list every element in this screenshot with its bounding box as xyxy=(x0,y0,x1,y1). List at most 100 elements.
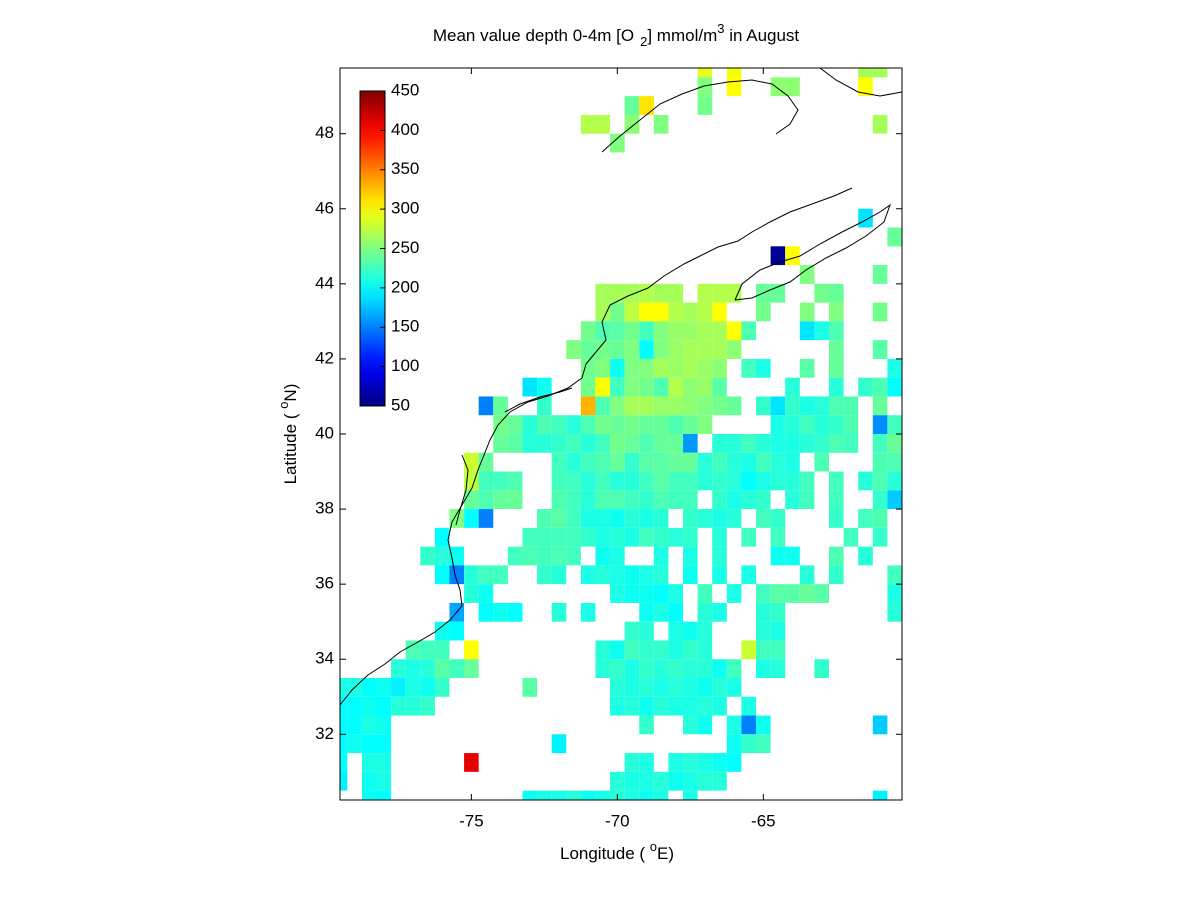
cell xyxy=(478,602,494,622)
cell xyxy=(420,678,435,697)
cell xyxy=(741,321,757,341)
title-part: in August xyxy=(724,26,799,45)
cell xyxy=(712,509,727,528)
cell xyxy=(712,771,727,791)
cell xyxy=(799,415,815,434)
cell xyxy=(799,396,815,416)
cell xyxy=(872,114,888,134)
cell xyxy=(712,602,727,622)
cell xyxy=(858,68,873,78)
cell xyxy=(478,565,494,585)
cell xyxy=(580,471,596,491)
cell xyxy=(741,471,757,491)
cell xyxy=(624,584,640,603)
cell xyxy=(361,753,377,772)
cell xyxy=(726,584,742,603)
cell xyxy=(712,565,727,585)
cell xyxy=(493,396,508,416)
cell xyxy=(756,509,771,528)
cell xyxy=(653,546,669,566)
cell xyxy=(595,452,611,472)
cell xyxy=(537,434,552,453)
cell xyxy=(595,340,611,359)
cell xyxy=(741,490,757,510)
cell xyxy=(741,715,757,735)
cell xyxy=(376,753,392,772)
cell xyxy=(829,434,844,453)
cell xyxy=(712,358,727,378)
cell xyxy=(712,452,727,472)
cell xyxy=(653,340,669,359)
cell xyxy=(580,415,596,434)
coast-st-lawrence xyxy=(601,79,799,153)
cell xyxy=(697,621,713,641)
cell xyxy=(697,715,713,735)
cell xyxy=(872,490,888,510)
cell xyxy=(624,753,640,772)
cell xyxy=(872,452,888,472)
cell xyxy=(537,527,552,547)
cell xyxy=(624,452,640,472)
cell xyxy=(726,396,742,416)
cell xyxy=(566,340,581,359)
cell xyxy=(537,509,552,528)
cell xyxy=(639,471,654,491)
cell xyxy=(697,377,713,397)
cell xyxy=(537,396,552,416)
cell xyxy=(595,358,611,378)
cell xyxy=(756,396,771,416)
cell xyxy=(624,565,640,585)
cell xyxy=(566,546,581,566)
ylabel-part: Latitude ( xyxy=(281,409,300,485)
cell xyxy=(668,602,684,622)
cell xyxy=(610,415,625,434)
cell xyxy=(770,246,786,266)
colorbar-tick-label: 150 xyxy=(391,317,419,336)
cell xyxy=(683,621,698,641)
cell xyxy=(624,340,640,359)
cell xyxy=(624,509,640,528)
cell xyxy=(507,546,523,566)
cell xyxy=(683,396,698,416)
cell xyxy=(595,283,611,303)
cell xyxy=(624,96,640,115)
cell xyxy=(522,377,538,397)
cell xyxy=(595,321,611,341)
cell xyxy=(624,283,640,303)
cell xyxy=(624,790,640,800)
title-part: 2 xyxy=(640,34,647,49)
cell xyxy=(653,790,669,800)
cell xyxy=(639,602,654,622)
cell xyxy=(639,321,654,341)
y-tick-label: 48 xyxy=(315,123,334,142)
cell xyxy=(639,771,654,791)
cell xyxy=(872,377,888,397)
ylabel-part: o xyxy=(276,402,291,409)
cell xyxy=(566,471,581,491)
xlabel-part: o xyxy=(650,839,657,854)
cell xyxy=(653,302,669,322)
cell xyxy=(478,490,494,510)
cell xyxy=(770,584,786,603)
cell xyxy=(668,696,684,716)
cell xyxy=(843,434,859,453)
cell xyxy=(872,790,888,800)
cell xyxy=(610,471,625,491)
cell xyxy=(580,114,596,134)
cell xyxy=(478,471,494,491)
cell xyxy=(376,696,392,716)
cell xyxy=(683,659,698,678)
colorbar-tick-label: 350 xyxy=(391,159,419,178)
cell xyxy=(843,415,859,434)
cell xyxy=(653,602,669,622)
cell xyxy=(653,434,669,453)
cell xyxy=(493,602,508,622)
cell xyxy=(668,434,684,453)
cell xyxy=(858,471,873,491)
cell xyxy=(653,358,669,378)
cell xyxy=(376,734,392,754)
cell xyxy=(580,565,596,585)
cell xyxy=(697,96,713,115)
cell xyxy=(566,509,581,528)
cell xyxy=(726,434,742,453)
